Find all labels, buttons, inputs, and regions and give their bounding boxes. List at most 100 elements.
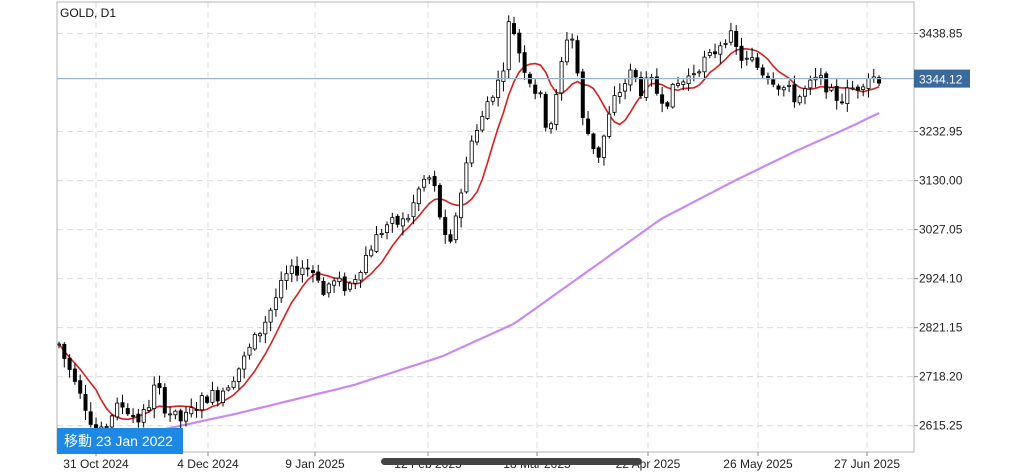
candle bbox=[406, 214, 411, 223]
candle-body-bull bbox=[242, 355, 247, 370]
candle-body-bear bbox=[855, 86, 860, 91]
candle-body-bear bbox=[512, 23, 517, 35]
candle bbox=[236, 367, 241, 390]
candle bbox=[787, 80, 792, 93]
candle-body-bull bbox=[459, 192, 464, 219]
candle bbox=[776, 83, 781, 96]
candle-body-bull bbox=[353, 279, 358, 284]
candle bbox=[533, 79, 538, 100]
candle bbox=[871, 68, 876, 83]
chart-scroll-handle[interactable] bbox=[381, 458, 642, 465]
candle bbox=[168, 406, 173, 422]
candle-body-bull bbox=[744, 57, 749, 60]
candle bbox=[400, 212, 405, 236]
goto-date-button[interactable]: 移動 23 Jan 2022 bbox=[57, 428, 183, 454]
candle bbox=[284, 265, 289, 290]
candle bbox=[586, 111, 591, 136]
candle-body-bull bbox=[231, 380, 236, 388]
candle-body-bull bbox=[141, 409, 146, 423]
candle-body-bull bbox=[374, 234, 379, 252]
candle-body-bear bbox=[522, 52, 527, 73]
candle bbox=[517, 29, 522, 63]
candle bbox=[220, 387, 225, 407]
candle bbox=[681, 79, 686, 91]
candle-body-bull bbox=[808, 79, 813, 89]
candle bbox=[527, 71, 532, 88]
candle bbox=[215, 386, 220, 407]
candle bbox=[686, 68, 691, 92]
candle-body-bull bbox=[845, 87, 850, 105]
price-tick-label: 2718.20 bbox=[919, 370, 963, 384]
candle-body-bull bbox=[199, 395, 204, 411]
candle bbox=[363, 246, 368, 275]
price-axis[interactable]: 3438.85 3232.95 3130.00 3027.05 2924.10 2821.… bbox=[914, 27, 963, 433]
candle bbox=[67, 354, 72, 378]
candle-body-bull bbox=[337, 277, 342, 283]
plot-border bbox=[56, 1, 915, 453]
candle-body-bear bbox=[755, 57, 760, 68]
moving-average-slow bbox=[58, 112, 880, 454]
candle bbox=[432, 170, 437, 192]
candle bbox=[596, 146, 601, 163]
candle-body-bull bbox=[326, 283, 331, 294]
candle-body-bull bbox=[284, 273, 289, 281]
candle-body-bear bbox=[437, 184, 442, 218]
candle-body-bull bbox=[289, 265, 294, 274]
candle bbox=[257, 331, 262, 343]
candle bbox=[268, 307, 273, 332]
candle bbox=[739, 37, 744, 69]
candle-body-bull bbox=[861, 86, 866, 91]
candle bbox=[713, 43, 718, 59]
candle bbox=[760, 64, 765, 78]
candle bbox=[824, 71, 829, 99]
candle-body-bear bbox=[660, 94, 665, 104]
candle-body-bull bbox=[538, 92, 543, 95]
candle-body-bull bbox=[496, 79, 501, 98]
candle bbox=[242, 351, 247, 379]
candle bbox=[501, 62, 506, 92]
grid-lines bbox=[57, 2, 914, 452]
candle-body-bull bbox=[347, 282, 352, 290]
candle-body-bull bbox=[676, 83, 681, 86]
candle bbox=[654, 68, 659, 96]
candle bbox=[522, 45, 527, 80]
candle-body-bull bbox=[257, 333, 262, 337]
candle bbox=[353, 274, 358, 290]
candle bbox=[247, 343, 252, 360]
candle-body-bull bbox=[152, 384, 157, 410]
candle-body-bull bbox=[109, 415, 114, 428]
candle-body-bear bbox=[120, 402, 125, 408]
candle bbox=[792, 75, 797, 108]
candle bbox=[342, 272, 347, 296]
candle-body-bull bbox=[490, 96, 495, 102]
candle-body-bull bbox=[273, 297, 278, 310]
candle bbox=[453, 212, 458, 244]
candle-body-bear bbox=[215, 390, 220, 402]
candle-body-bull bbox=[623, 83, 628, 92]
candle bbox=[199, 392, 204, 419]
candle-body-bear bbox=[575, 40, 580, 74]
candle bbox=[464, 156, 469, 194]
candle-body-bear bbox=[62, 343, 67, 359]
candle-body-bull bbox=[226, 387, 231, 391]
candle bbox=[549, 121, 554, 134]
candle bbox=[183, 405, 188, 427]
candle bbox=[125, 403, 130, 416]
candle bbox=[437, 183, 442, 220]
candle bbox=[697, 69, 702, 78]
candle-body-bull bbox=[252, 334, 257, 350]
candle bbox=[157, 375, 162, 395]
candle-body-bull bbox=[787, 84, 792, 87]
candle-body-bear bbox=[596, 147, 601, 158]
candle-body-bear bbox=[305, 267, 310, 270]
candle-body-bear bbox=[734, 30, 739, 47]
candle-body-bull bbox=[220, 390, 225, 403]
candle bbox=[480, 110, 485, 133]
moving-average-fast bbox=[58, 47, 880, 421]
candle-body-bull bbox=[358, 271, 363, 281]
candle bbox=[231, 376, 236, 390]
candle bbox=[226, 384, 231, 392]
candle-body-bear bbox=[194, 408, 199, 411]
price-tick-label: 2615.25 bbox=[919, 419, 963, 433]
